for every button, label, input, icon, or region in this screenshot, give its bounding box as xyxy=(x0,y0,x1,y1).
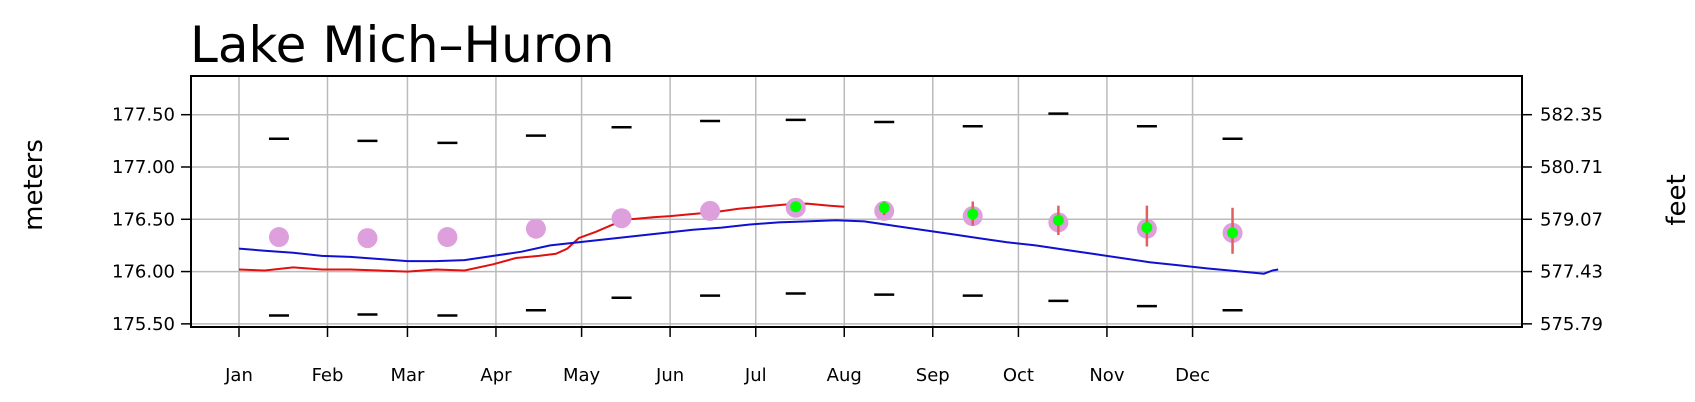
y2-tick-label: 580.71 xyxy=(1540,157,1603,178)
x-tick-label: Nov xyxy=(1089,365,1124,386)
forecast-point xyxy=(1141,222,1153,234)
x-tick-label: Sep xyxy=(916,365,950,386)
x-tick-label: Oct xyxy=(1003,365,1034,386)
y-axis-label-left: meters xyxy=(19,139,49,231)
forecast-point xyxy=(790,201,802,213)
monthly-mean-point xyxy=(357,228,378,249)
x-tick-label: Apr xyxy=(480,365,512,386)
forecast-point xyxy=(1052,214,1064,226)
forecast-point xyxy=(1227,227,1239,239)
x-tick-label: May xyxy=(563,365,601,386)
y-tick-label: 176.50 xyxy=(112,209,175,230)
forecast-point xyxy=(878,202,890,214)
y-tick-label: 176.00 xyxy=(112,262,175,283)
x-tick-label: Jul xyxy=(744,365,767,386)
forecast-point xyxy=(967,208,979,220)
plot-frame xyxy=(190,75,1523,328)
chart-title: Lake Mich–Huron xyxy=(190,16,615,74)
y2-tick-label: 579.07 xyxy=(1540,209,1603,230)
red-level-line xyxy=(238,202,845,273)
monthly-mean-point xyxy=(700,200,721,221)
blue-level-line xyxy=(238,219,1279,275)
monthly-mean-point xyxy=(437,227,458,248)
x-tick-label: Aug xyxy=(827,365,862,386)
y-tick-label: 177.50 xyxy=(112,105,175,126)
grid-lines xyxy=(191,76,1522,327)
y2-tick-label: 575.79 xyxy=(1540,314,1603,335)
x-tick-label: Dec xyxy=(1175,365,1210,386)
monthly-mean-point xyxy=(611,208,632,229)
y2-tick-label: 582.35 xyxy=(1540,105,1603,126)
x-tick-label: Feb xyxy=(312,365,344,386)
monthly-mean-point xyxy=(268,227,289,248)
y-tick-label: 177.00 xyxy=(112,157,175,178)
x-tick-label: Jun xyxy=(655,365,684,386)
forecast-points xyxy=(790,201,1239,254)
monthly-range-marks xyxy=(268,112,1243,317)
monthly-mean-point xyxy=(525,218,546,239)
x-tick-label: Mar xyxy=(390,365,425,386)
x-tick-label: Jan xyxy=(224,365,253,386)
y-axis-label-right: feet xyxy=(1662,174,1692,225)
y2-tick-label: 577.43 xyxy=(1540,262,1603,283)
level-lines xyxy=(238,202,1279,275)
axis-ticks: Jan Feb Mar Apr May Jun Jul Aug Sep Oct Nov Dec 175.… xyxy=(112,105,1603,386)
y-tick-label: 175.50 xyxy=(112,314,175,335)
